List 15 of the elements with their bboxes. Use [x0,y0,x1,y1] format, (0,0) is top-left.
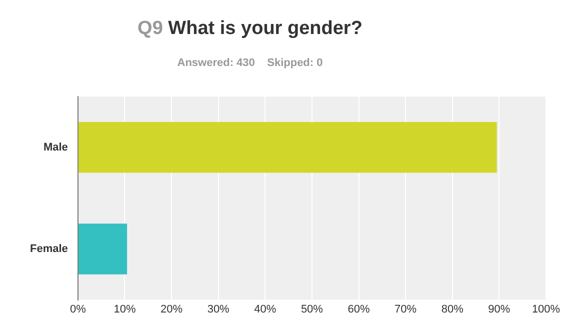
x-tick-label: 50% [300,303,324,316]
x-tick-label: 90% [488,303,510,316]
x-tick-label: 80% [441,303,464,316]
x-tick-label: 60% [348,303,370,316]
x-tick-label: 20% [160,303,183,316]
x-tick-label: 70% [394,303,417,316]
x-tick-label: 10% [114,303,136,316]
x-tick-label: 100% [532,303,560,316]
y-tick-label: Female [30,243,68,256]
y-tick-label: Male [43,141,68,154]
chart-title: Q9 What is your gender? [138,18,362,39]
x-tick-label: 40% [254,303,276,316]
chart-subtitle: Answered: 430 Skipped: 0 [176,57,324,69]
x-tick-label: 0% [70,303,86,316]
x-tick-label: 30% [207,303,230,316]
